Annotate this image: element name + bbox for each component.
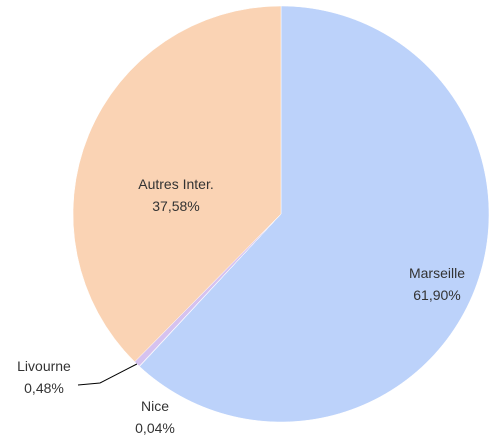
slice-label-value: 37,58%	[152, 198, 199, 214]
slice-label-name: Livourne	[17, 358, 71, 374]
leader-line	[77, 363, 138, 386]
pie-slice	[139, 5, 489, 423]
slice-label-name: Nice	[141, 398, 169, 414]
pie	[72, 5, 489, 423]
slice-label-value: 0,04%	[135, 420, 175, 436]
labels: Marseille 61,90% Nice 0,04% Livourne 0,48% Aut…	[17, 176, 465, 436]
slice-label-value: 61,90%	[413, 287, 460, 303]
slice-label-name: Autres Inter.	[138, 176, 213, 192]
slice-label-name: Marseille	[409, 265, 465, 281]
pie-slice	[72, 5, 282, 363]
slice-label-value: 0,48%	[24, 380, 64, 396]
